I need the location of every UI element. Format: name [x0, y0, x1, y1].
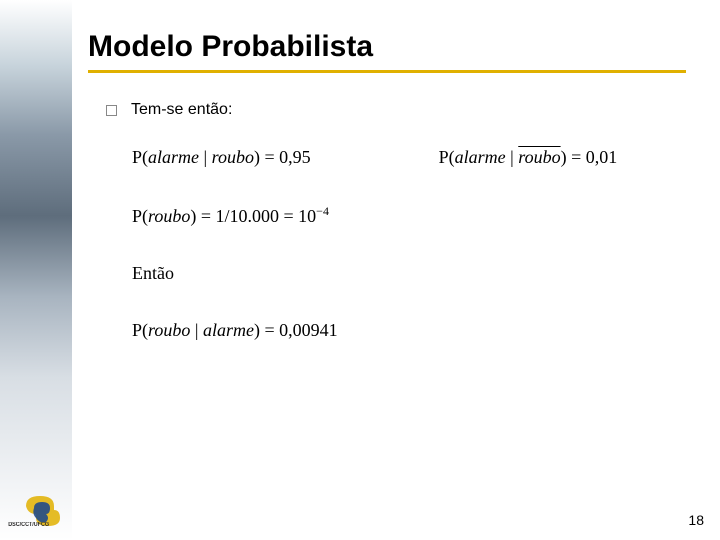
formula-p-roubo: P(roubo) = 1/10.000 = 10−4 — [132, 204, 700, 227]
title-underline — [88, 70, 686, 73]
slide-content: Modelo Probabilista Tem-se então: P(alar… — [88, 30, 700, 341]
formula-result: P(roubo | alarme) = 0,00941 — [132, 320, 700, 341]
sidebar-decoration — [0, 0, 72, 540]
bullet-row: Tem-se então: — [106, 101, 700, 119]
logo-label: DSC/CCT/UFCG — [8, 522, 49, 528]
slide-title: Modelo Probabilista — [88, 30, 700, 64]
page-number: 18 — [688, 512, 704, 528]
bullet-text: Tem-se então: — [131, 101, 232, 119]
formula-row-top: P(alarme | roubo) = 0,95 P(alarme | roub… — [132, 147, 700, 168]
label-entao: Então — [132, 263, 700, 284]
formula-area: P(alarme | roubo) = 0,95 P(alarme | roub… — [132, 147, 700, 341]
bullet-marker — [106, 105, 117, 116]
formula-alarme-not-roubo: P(alarme | roubo) = 0,01 — [439, 147, 618, 168]
formula-alarme-roubo: P(alarme | roubo) = 0,95 — [132, 147, 311, 168]
